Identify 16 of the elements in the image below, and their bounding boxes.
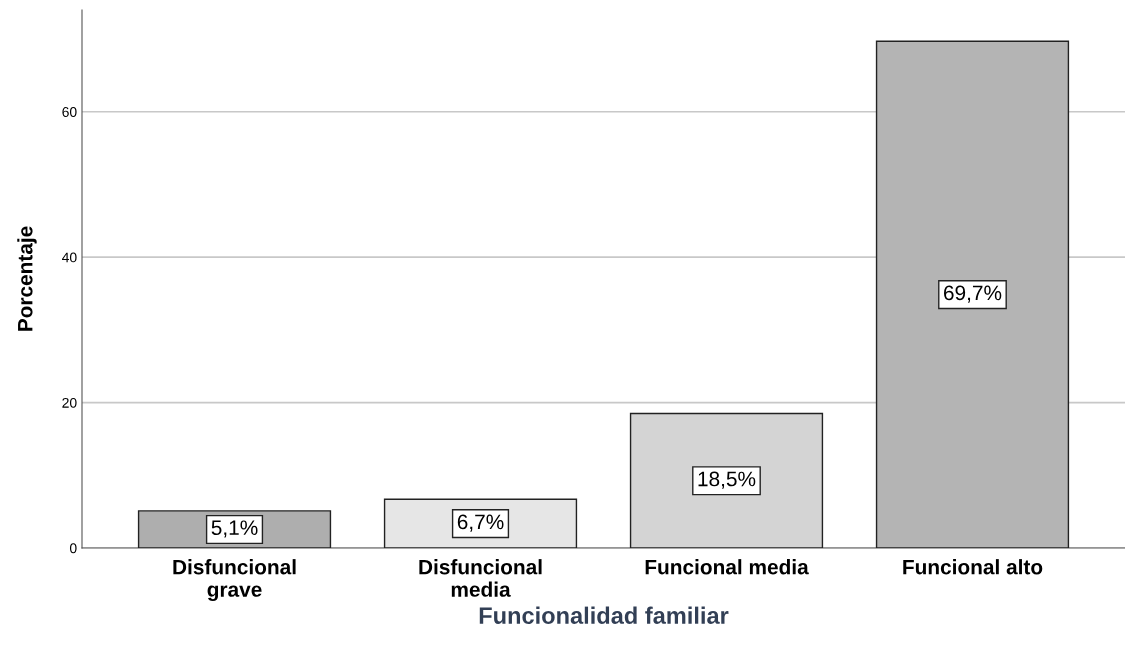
bar (629, 412, 824, 548)
y-tick-label: 40 (62, 252, 77, 263)
x-axis-title: Funcionalidad familiar (479, 606, 729, 624)
x-tick-label: Funcional alto (903, 559, 1043, 575)
y-tick-label: 20 (62, 397, 77, 408)
data-label: 69,7% (944, 285, 1002, 303)
x-tick-label: Disfuncional grave (173, 559, 296, 602)
x-tick-label: Disfuncional media (419, 559, 542, 597)
y-axis-title: Porcentaje (17, 226, 37, 331)
y-tick-label: 0 (69, 543, 77, 554)
data-label: 18,5% (698, 471, 756, 489)
bar (875, 40, 1070, 548)
x-tick-label: Funcional media (645, 559, 809, 575)
data-label: 6,7% (457, 514, 504, 532)
data-label: 5,1% (211, 520, 258, 538)
y-tick-label: 60 (62, 107, 77, 117)
